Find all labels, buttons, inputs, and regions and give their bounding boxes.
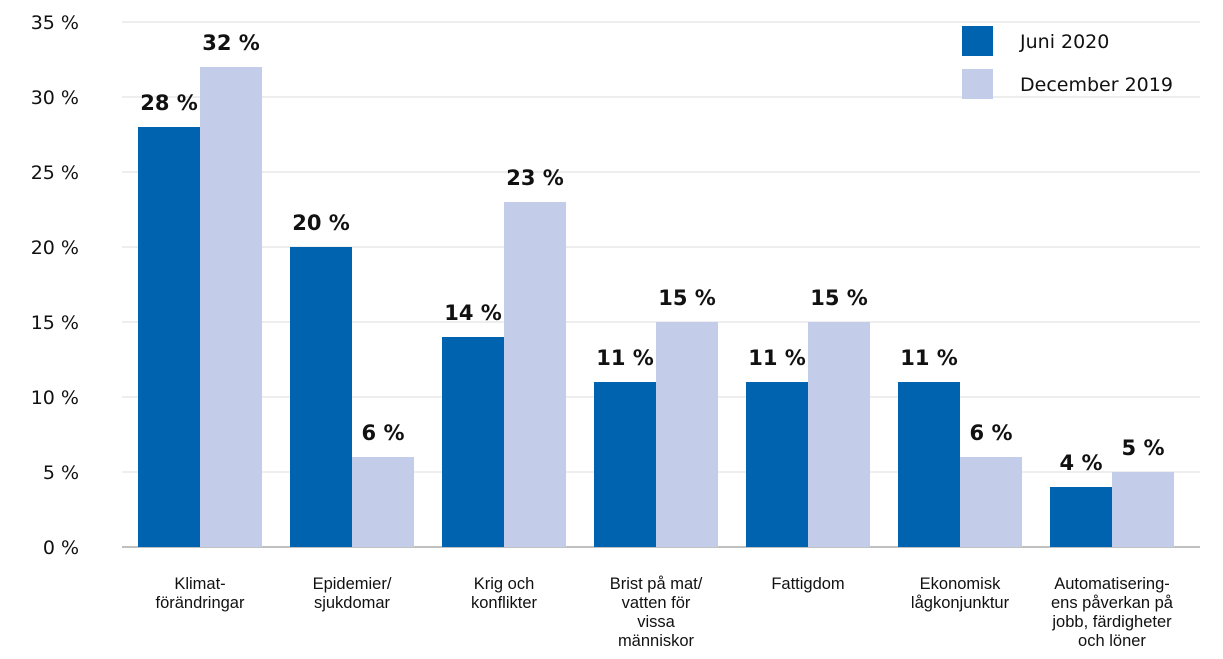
bar-juni-2020 [1050,487,1112,547]
x-axis: Klimat-förändringar Epidemier/sjukdomar Kr… [156,575,1174,650]
data-label: 14 % [444,301,502,325]
x-category-label-line: konflikter [471,594,538,612]
data-label: 15 % [658,286,716,310]
data-label: 11 % [748,346,806,370]
bar-juni-2020 [898,382,960,547]
bar-december-2019 [352,457,414,547]
legend: Juni 2020 December 2019 [962,26,1173,99]
legend-label: Juni 2020 [1019,31,1109,53]
bars-layer [138,67,1174,547]
bar-december-2019 [960,457,1022,547]
y-tick-label: 20 % [31,237,79,259]
x-category-label-line: Brist på mat/ [610,575,703,593]
y-tick-label: 35 % [31,12,79,34]
x-category-label-line: lågkonjunktur [911,594,1010,612]
bar-juni-2020 [442,337,504,547]
value-labels-layer: 28 % 20 % 14 % 11 % 11 % 11 % 4 % 32 % 6 % 23 % 15… [140,31,1164,475]
bar-december-2019 [656,322,718,547]
data-label: 6 % [970,421,1013,445]
x-category-label-line: vissa [637,613,675,631]
y-tick-label: 30 % [31,87,79,109]
legend-swatch [962,69,993,99]
bar-december-2019 [200,67,262,547]
x-category-label-line: Epidemier/ [313,575,392,593]
y-tick-label: 0 % [43,537,79,559]
bar-december-2019 [808,322,870,547]
data-label: 5 % [1122,436,1165,460]
x-category-label-line: vatten för [622,594,691,612]
x-category-label-line: jobb, färdigheter [1051,613,1172,631]
bar-juni-2020 [594,382,656,547]
x-category-label-line: människor [618,632,695,650]
legend-swatch [962,26,993,56]
data-label: 23 % [506,166,564,190]
y-tick-label: 10 % [31,387,79,409]
x-category-label-line: Fattigdom [771,575,844,593]
data-label: 28 % [140,91,198,115]
x-category-label-line: förändringar [156,594,245,612]
data-label: 11 % [596,346,654,370]
legend-label: December 2019 [1020,74,1173,96]
bar-december-2019 [1112,472,1174,547]
y-tick-label: 5 % [43,462,79,484]
y-tick-label: 15 % [31,312,79,334]
bar-december-2019 [504,202,566,547]
x-category-label-line: Klimat- [174,575,225,593]
data-label: 32 % [202,31,260,55]
x-category-label: Klimat-förändringar [156,575,245,612]
x-category-label-line: sjukdomar [314,594,391,612]
bar-juni-2020 [138,127,200,547]
data-label: 15 % [810,286,868,310]
x-category-label-line: Automatisering- [1054,575,1170,593]
x-category-label: Krig och konflikter [471,575,538,612]
data-label: 20 % [292,211,350,235]
x-category-label: Epidemier/sjukdomar [313,575,392,612]
y-axis: 0 % 5 % 10 % 15 % 20 % 25 % 30 % 35 % [31,12,79,559]
x-category-label-line: och löner [1078,632,1146,650]
bar-juni-2020 [290,247,352,547]
y-tick-label: 25 % [31,162,79,184]
data-label: 11 % [900,346,958,370]
x-category-label: Ekonomisk lågkonjunktur [911,575,1010,612]
bar-juni-2020 [746,382,808,547]
x-category-label: Brist på mat/vatten för vissa människor [610,575,703,650]
x-category-label: Fattigdom [771,575,844,593]
data-label: 6 % [362,421,405,445]
x-category-label-line: Ekonomisk [920,575,1001,593]
data-label: 4 % [1060,451,1103,475]
x-category-label-line: Krig och [474,575,535,593]
x-category-label-line: ens påverkan på [1051,594,1174,612]
x-category-label: Automatisering-ens påverkan på jobb, färd… [1051,575,1174,650]
